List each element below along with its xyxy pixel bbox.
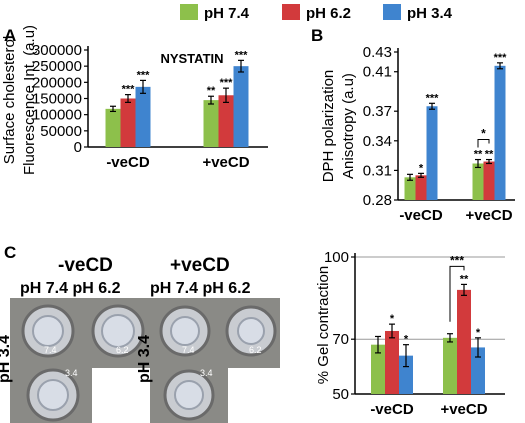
chart-a-ytick-label-2: 100000 (32, 107, 82, 124)
chart-a-ytick-label-6: 300000 (32, 42, 82, 59)
chart-c-bar-s0-g1 (443, 337, 457, 394)
chart-a-ytick-label-3: 150000 (32, 91, 82, 108)
chart-b-bar-s2-g1 (494, 65, 506, 201)
chart-c-category-1: +veCD (440, 401, 487, 418)
chart-a-ytick-label-0: 0 (74, 139, 82, 156)
chart-b-bar-s0-g1 (472, 163, 484, 200)
chart-b-ytick-label-1: 0.31 (363, 162, 392, 179)
chart-a-sig-s2-g1: *** (235, 49, 249, 61)
gel-pos-top-labels: pH 7.4 pH 6.2 (150, 280, 251, 297)
chart-c-bar-s0-g0 (371, 344, 385, 394)
chart-a-bar-s0-g1 (203, 100, 219, 147)
well-label-neg-1: 7.4 (44, 345, 57, 355)
chart-a-ylabel-0: Surface cholesterol (1, 36, 18, 164)
chart-c-bar-s1-g1 (457, 289, 471, 394)
chart-a-bar-s2-g1 (233, 66, 249, 147)
chart-b-sig-s2-g0: *** (426, 92, 440, 104)
chart-a-sig-s1-g1: *** (220, 77, 234, 89)
chart-b-sig-s1-g1: ** (485, 149, 494, 161)
chart-a-ylabel-1: Fluorescence Int. (a.u) (21, 25, 38, 175)
chart-a-bar-s1-g0 (120, 98, 136, 147)
chart-a-category-1: +veCD (202, 154, 249, 171)
gel-photo-pos: 7.4 6.2 3.4 (150, 298, 280, 423)
chart-c-sig-s2-g1: * (476, 327, 481, 339)
legend-swatch-2 (383, 4, 401, 20)
gel-photo-neg: 7.4 6.2 3.4 (10, 298, 150, 423)
chart-c-ytick-label-2: 100 (324, 249, 349, 266)
chart-a-category-0: -veCD (106, 154, 150, 171)
panel-label-b: B (311, 26, 324, 45)
gel-pos-side-label: pH 3.4 (136, 334, 153, 383)
well-label-neg-2: 6.2 (116, 345, 129, 355)
chart-c-bar-s2-g1 (471, 347, 485, 394)
well-label-pos-1: 7.4 (182, 345, 195, 355)
chart-b-bracket (477, 139, 490, 148)
chart-b-bar-s1-g0 (415, 175, 427, 200)
gel-neg-top-labels: pH 7.4 pH 6.2 (20, 280, 121, 297)
chart-b-bracket-label: * (481, 127, 486, 141)
chart-a-sig-s1-g0: *** (122, 84, 136, 96)
chart-b-ytick-label-0: 0.28 (363, 192, 392, 209)
panel-label-a: A (4, 26, 17, 45)
chart-b-ytick-label-4: 0.41 (363, 64, 392, 81)
chart-b-ytick-label-3: 0.37 (363, 103, 392, 120)
chart-c-bracket (449, 265, 465, 322)
legend-swatch-1 (282, 4, 300, 20)
chart-b-sig-s2-g1: *** (494, 52, 508, 64)
chart-b-sig-s1-g0: * (419, 162, 424, 174)
legend-label-0: pH 7.4 (204, 5, 250, 22)
chart-c-sig-s1-g0: * (390, 313, 395, 325)
chart-b-ytick-label-2: 0.34 (363, 133, 392, 150)
chart-c-bar-s1-g0 (385, 330, 399, 394)
chart-b-ylabel-1: Anisotropy (a.u) (340, 73, 357, 179)
chart-b-bar-s2-g0 (426, 106, 438, 200)
legend-swatch-0 (180, 4, 198, 20)
gel-neg-side-label: pH 3.4 (0, 334, 13, 383)
legend-label-1: pH 6.2 (306, 5, 351, 22)
chart-b-ytick-label-5: 0.43 (363, 44, 392, 61)
chart-a-annotation: NYSTATIN (160, 51, 223, 66)
chart-a-sig-s0-g1: ** (207, 85, 216, 97)
chart-a-bar-s0-g0 (105, 108, 121, 147)
gel-pos-title: +veCD (170, 255, 230, 276)
chart-c-ylabel-0: % Gel contraction (315, 266, 332, 384)
legend-label-2: pH 3.4 (407, 5, 453, 22)
chart-a-ytick-label-1: 50000 (40, 123, 82, 140)
chart-a-sig-s2-g0: *** (137, 69, 151, 81)
chart-a-ytick-label-4: 200000 (32, 74, 82, 91)
gel-neg-title: -veCD (58, 255, 113, 276)
chart-c-bracket-label: *** (450, 253, 464, 267)
chart-c-sig-s1-g1: ** (460, 273, 469, 285)
chart-a-bar-s2-g0 (135, 86, 151, 147)
chart-b-category-1: +veCD (465, 207, 512, 224)
well-label-pos-2: 6.2 (249, 345, 262, 355)
chart-b-sig-s0-g1: ** (474, 149, 483, 161)
chart-a-bar-s1-g1 (218, 95, 234, 147)
legend: pH 7.4 pH 6.2 pH 3.4 (180, 4, 453, 22)
well-label-pos-3: 3.4 (200, 368, 213, 378)
chart-b-bar-s1-g1 (483, 161, 495, 200)
chart-c-sig-s2-g0: * (404, 334, 409, 346)
well-label-neg-3: 3.4 (65, 368, 78, 378)
chart-c-category-0: -veCD (370, 401, 414, 418)
chart-a-ytick-label-5: 250000 (32, 58, 82, 75)
chart-b-ylabel-0: DPH polarization (320, 70, 337, 183)
panel-label-c: C (4, 243, 17, 262)
chart-b-category-0: -veCD (399, 207, 443, 224)
chart-c-ytick-label-1: 70 (332, 331, 349, 348)
chart-c-bar-s2-g0 (399, 355, 413, 394)
chart-c-ytick-label-0: 50 (332, 386, 349, 403)
chart-b-bar-s0-g0 (404, 177, 416, 200)
